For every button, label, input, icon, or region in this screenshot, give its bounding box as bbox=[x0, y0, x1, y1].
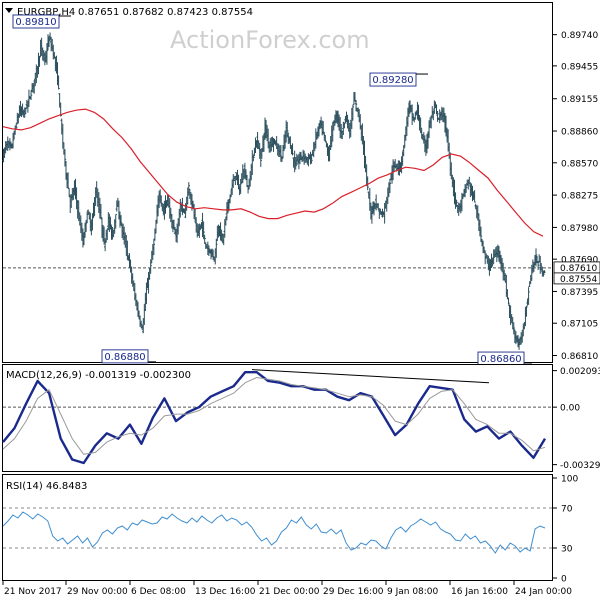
rsi-axis: 100 70 30 0 bbox=[553, 475, 578, 585]
rsi-tick-label: 100 bbox=[561, 475, 578, 485]
watermark: ActionForex.com bbox=[170, 26, 370, 54]
annotation-label: 0.89280 bbox=[372, 75, 413, 86]
macd-tick-label: 0.00 bbox=[560, 404, 580, 414]
annotation-label: 0.89810 bbox=[15, 17, 56, 28]
price-tick-label: 0.88860 bbox=[561, 128, 598, 138]
rsi-title: RSI(14) 46.8483 bbox=[6, 481, 87, 492]
price-tick-label: 0.87395 bbox=[561, 288, 598, 298]
time-tick-label: 24 Jan 00:00 bbox=[515, 587, 572, 597]
price-axis: 0.89740 0.89455 0.89155 0.88860 0.88570 0.882… bbox=[553, 31, 600, 362]
price-tick-label: 0.89740 bbox=[561, 31, 598, 41]
price-annotation-low: 0.86880 bbox=[102, 350, 156, 363]
ohlc-values: 0.87651 0.87682 0.87423 0.87554 bbox=[78, 7, 253, 18]
time-tick-label: 29 Nov 00:00 bbox=[67, 587, 128, 597]
rsi-tick-label: 70 bbox=[561, 505, 573, 515]
time-tick-label: 21 Nov 2017 bbox=[4, 587, 62, 597]
price-tick-label: 0.88570 bbox=[561, 159, 598, 169]
time-tick-label: 9 Jan 08:00 bbox=[387, 587, 439, 597]
rsi-tick-label: 30 bbox=[561, 545, 573, 555]
annotation-label: 0.86880 bbox=[104, 352, 145, 363]
macd-axis: 0.002093 0.00 -0.003292 bbox=[553, 367, 600, 471]
time-tick-label: 13 Dec 16:00 bbox=[195, 587, 256, 597]
time-tick-label: 29 Dec 16:00 bbox=[323, 587, 384, 597]
price-tick-label: 0.88275 bbox=[561, 192, 598, 202]
macd-title: MACD(12,26,9) -0.001319 -0.002300 bbox=[6, 370, 191, 381]
rsi-tick-label: 0 bbox=[561, 575, 567, 585]
time-tick-label: 21 Dec 00:00 bbox=[259, 587, 320, 597]
current-price-tag-label: 0.87610 bbox=[560, 264, 597, 274]
price-tick-label: 0.87980 bbox=[561, 224, 598, 234]
macd-panel: MACD(12,26,9) -0.001319 -0.002300 0.0020… bbox=[3, 365, 600, 472]
time-tick-label: 6 Dec 08:00 bbox=[131, 587, 186, 597]
last-price-tag-label: 0.87554 bbox=[560, 275, 597, 285]
price-tick-label: 0.89455 bbox=[561, 62, 598, 72]
price-tick-label: 0.86810 bbox=[561, 352, 598, 362]
macd-tick-label: 0.002093 bbox=[560, 367, 600, 377]
annotation-label: 0.86860 bbox=[480, 354, 521, 365]
last-price-tag: 0.87554 bbox=[554, 273, 600, 285]
current-price-tag: 0.87610 bbox=[554, 262, 600, 274]
price-panel: ActionForex.com EURGBP,H4 0.87651 0.8768… bbox=[2, 3, 600, 366]
time-tick-label: 16 Jan 16:00 bbox=[451, 587, 508, 597]
price-tick-label: 0.87105 bbox=[561, 320, 598, 330]
rsi-panel: RSI(14) 46.8483 100 70 30 0 bbox=[3, 475, 579, 585]
macd-tick-label: -0.003292 bbox=[560, 461, 600, 471]
price-annotation-low: 0.86860 bbox=[478, 352, 532, 365]
price-tick-label: 0.89155 bbox=[561, 95, 598, 105]
